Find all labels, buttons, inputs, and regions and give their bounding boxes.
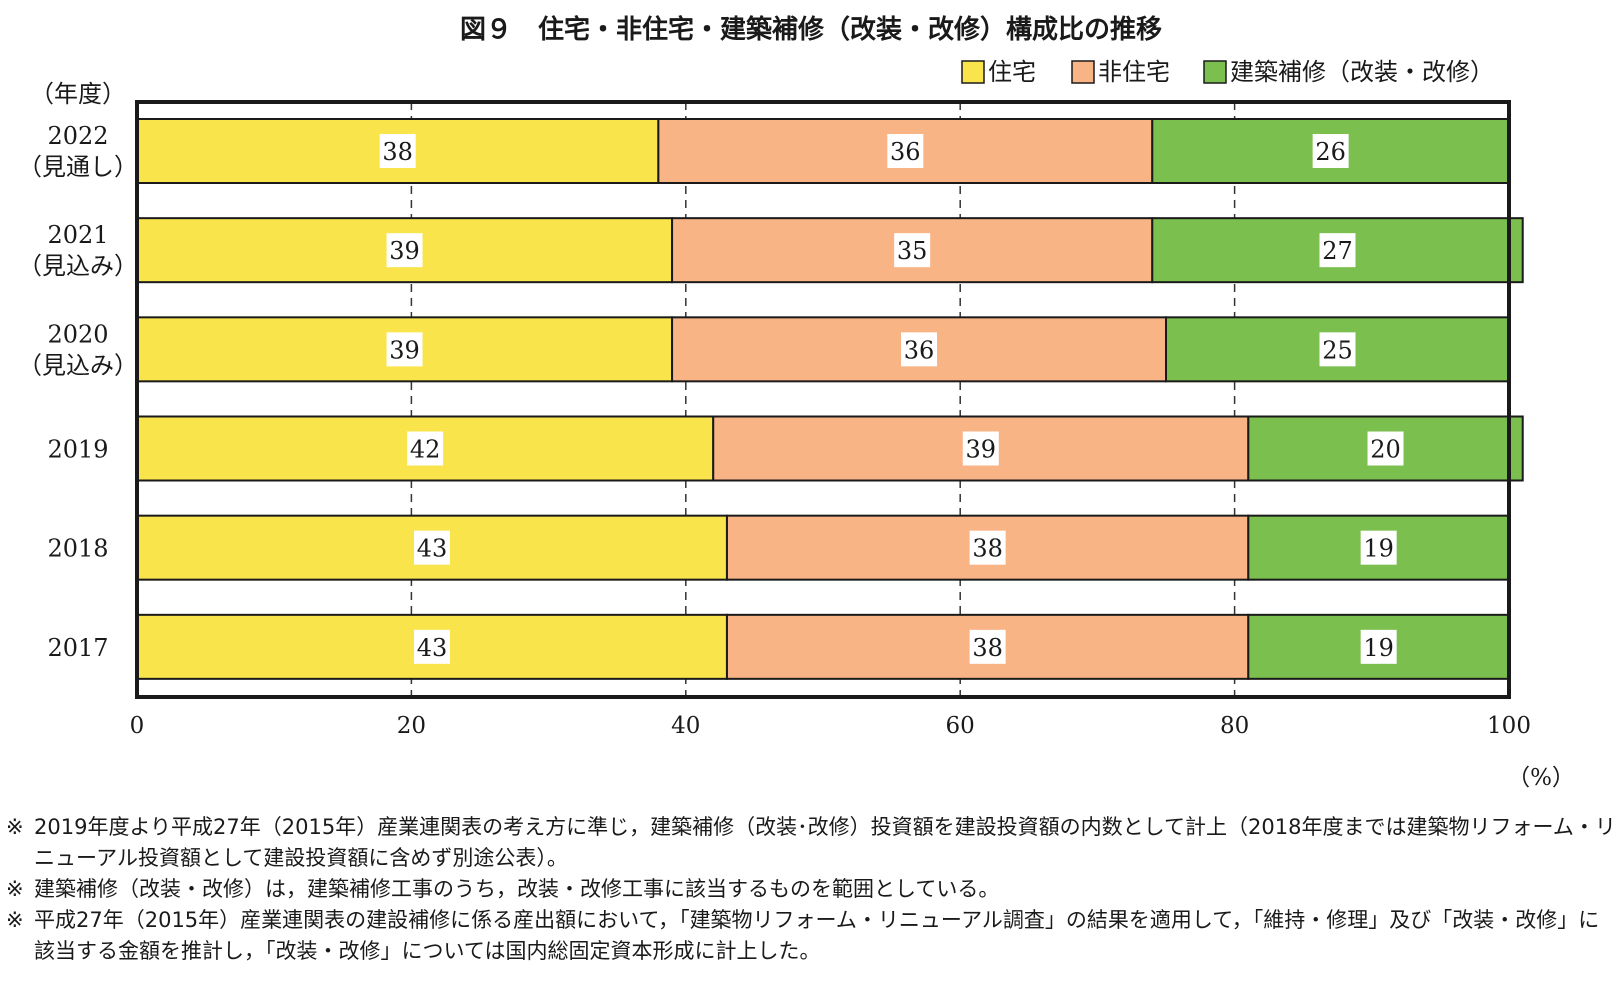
data-label: 36: [904, 336, 935, 364]
data-label: 36: [890, 138, 921, 166]
data-label: 19: [1363, 634, 1394, 662]
plot-frame: [135, 100, 1511, 699]
footnote-text: 建築補修（改装・改修）は，建築補修工事のうち，改装・改修工事に該当するものを範囲…: [34, 877, 1000, 901]
category-label: 2022: [47, 122, 108, 150]
category-label: 2019: [47, 436, 108, 464]
legend-swatch: [961, 60, 985, 84]
category-note: （見込み）: [18, 351, 138, 379]
data-label: 25: [1322, 336, 1353, 364]
footnote-mark: ※: [6, 815, 24, 839]
legend: 住宅 非住宅 建築補修（改装・改修）: [961, 58, 1494, 86]
data-label: 43: [417, 634, 448, 662]
data-label: 27: [1322, 237, 1353, 265]
x-axis-unit: （%）: [1507, 765, 1575, 791]
data-label: 39: [389, 336, 420, 364]
data-label: 38: [972, 634, 1003, 662]
data-label-bg: [1367, 431, 1404, 466]
footnotes: ※ 2019年度より平成27年（2015年）産業連関表の考え方に準じ，建築補修（改…: [6, 812, 1616, 967]
data-label: 39: [389, 237, 420, 265]
data-label: 38: [382, 138, 413, 166]
data-label-bg: [1319, 233, 1356, 268]
x-tick-label: 100: [1487, 713, 1531, 739]
footnote: ※ 建築補修（改装・改修）は，建築補修工事のうち，改装・改修工事に該当するものを範…: [6, 874, 1616, 905]
legend-swatch: [1071, 60, 1095, 84]
data-label: 42: [410, 436, 441, 464]
data-label-bg: [386, 332, 423, 367]
data-label-bg: [1312, 134, 1349, 168]
footnote-mark: ※: [6, 877, 24, 901]
footnote-mark: ※: [6, 908, 24, 932]
category-note: （見通し）: [18, 153, 138, 181]
data-label: 38: [972, 535, 1003, 563]
category-note: （見込み）: [18, 252, 138, 280]
data-label: 20: [1370, 436, 1401, 464]
legend-label: 建築補修（改装・改修）: [1230, 58, 1494, 86]
data-label-bg: [969, 629, 1006, 664]
data-label-bg: [894, 233, 931, 268]
data-label-bg: [413, 530, 450, 565]
data-label-bg: [379, 134, 416, 168]
data-label-bg: [386, 233, 423, 268]
data-label: 39: [966, 436, 997, 464]
category-label: 2017: [47, 634, 108, 662]
data-label-bg: [407, 431, 444, 466]
data-label: 19: [1363, 535, 1394, 563]
data-label: 26: [1315, 138, 1346, 166]
category-label: 2018: [47, 535, 108, 563]
data-label: 35: [897, 237, 928, 265]
y-axis-label: （年度）: [30, 80, 126, 108]
category-label: 2021: [47, 221, 108, 249]
x-tick-label: 80: [1220, 713, 1249, 739]
x-tick-label: 60: [946, 713, 975, 739]
footnote-text: 2019年度より平成27年（2015年）産業連関表の考え方に準じ，建築補修（改装…: [34, 815, 1616, 870]
footnote: ※ 2019年度より平成27年（2015年）産業連関表の考え方に準じ，建築補修（改…: [6, 812, 1616, 874]
data-label-bg: [413, 629, 450, 664]
legend-label: 住宅: [988, 58, 1036, 86]
stacked-bar-chart: 図９ 住宅・非住宅・建築補修（改装・改修）構成比の推移 住宅 非住宅 建築補修（改装…: [18, 14, 1575, 791]
x-tick-label: 20: [397, 713, 426, 739]
data-label-bg: [1360, 629, 1397, 664]
legend-label: 非住宅: [1098, 58, 1170, 86]
data-label-bg: [901, 332, 938, 367]
data-label-bg: [1360, 530, 1397, 565]
chart-title: 図９ 住宅・非住宅・建築補修（改装・改修）構成比の推移: [460, 14, 1162, 45]
data-label-bg: [962, 431, 999, 466]
footnote-text: 平成27年（2015年）産業連関表の建設補修に係る産出額において，「建築物リフォ…: [34, 908, 1600, 963]
data-label: 43: [417, 535, 448, 563]
footnote: ※ 平成27年（2015年）産業連関表の建設補修に係る産出額において，「建築物リフ…: [6, 905, 1616, 967]
data-label-bg: [887, 134, 924, 168]
data-label-bg: [1319, 332, 1356, 367]
x-tick-label: 40: [671, 713, 700, 739]
x-tick-label: 0: [130, 713, 145, 739]
data-label-bg: [969, 530, 1006, 565]
legend-swatch: [1203, 60, 1227, 84]
category-label: 2020: [47, 320, 108, 348]
